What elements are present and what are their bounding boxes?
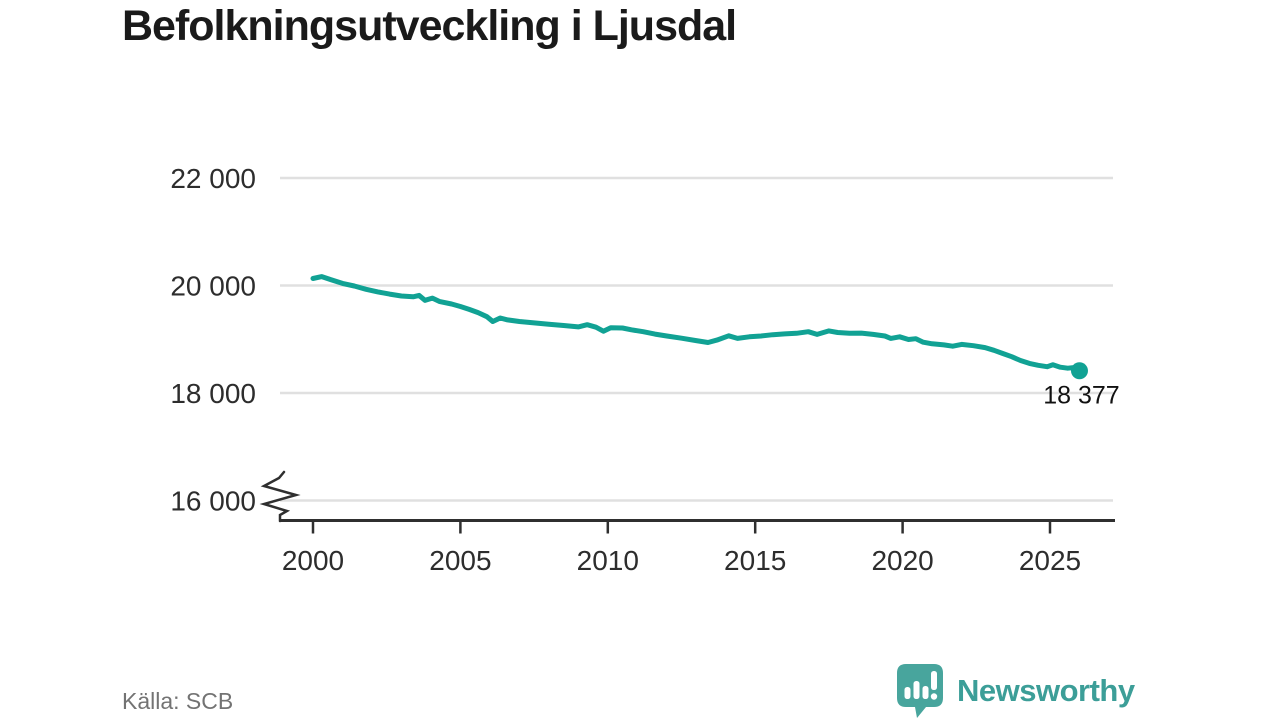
x-axis-label-2015: 2015 bbox=[724, 545, 786, 576]
y-axis-label-20000: 20 000 bbox=[170, 270, 256, 301]
population-series-line bbox=[310, 274, 1082, 376]
endpoint-value-label: 18 377 bbox=[1043, 382, 1119, 410]
x-axis-label-2025: 2025 bbox=[1019, 545, 1081, 576]
endpoint-dot bbox=[1070, 362, 1088, 380]
x-axis-label-2005: 2005 bbox=[429, 545, 491, 576]
source-label: Källa: SCB bbox=[122, 688, 234, 714]
gridlines-layer bbox=[280, 176, 1113, 502]
x-axis-label-2010: 2010 bbox=[577, 545, 639, 576]
brand-name: Newsworthy bbox=[957, 673, 1135, 708]
series-layer: 18 377 bbox=[310, 274, 1120, 410]
page-title: Befolkningsutveckling i Ljusdal bbox=[122, 2, 737, 50]
brand-logo: Newsworthy bbox=[896, 663, 1135, 719]
newsworthy-speech-bubble-bar-chart-icon bbox=[897, 664, 943, 718]
y-axis-label-22000: 22 000 bbox=[170, 163, 256, 194]
y-axis-break-icon bbox=[259, 470, 301, 523]
y-axis-label-18000: 18 000 bbox=[170, 378, 256, 409]
axes-layer: 22 000 20 000 18 000 16 000 2000 2005 2010 2015… bbox=[170, 163, 1115, 576]
y-axis-label-16000: 16 000 bbox=[170, 485, 256, 516]
x-axis-label-2020: 2020 bbox=[871, 545, 933, 576]
x-axis-label-2000: 2000 bbox=[282, 545, 344, 576]
